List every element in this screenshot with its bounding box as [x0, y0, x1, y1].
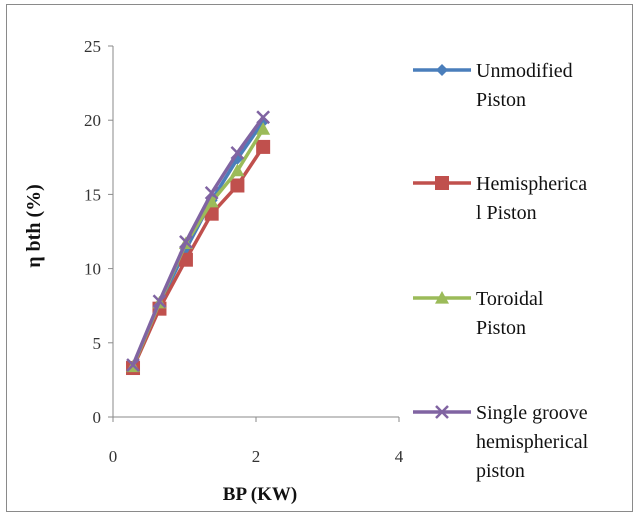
data-point [126, 358, 140, 372]
x-tick-label: 4 [395, 447, 404, 466]
x-tick-label: 0 [109, 447, 118, 466]
chart-frame [6, 4, 633, 512]
data-point [256, 110, 271, 125]
data-point [178, 252, 193, 267]
y-tick-label: 20 [84, 111, 101, 130]
legend-item: Hemisphericа l Piston [413, 173, 587, 224]
x-tick-label: 2 [252, 447, 261, 466]
legend-label: Hemisphericа [476, 173, 587, 195]
plot-area: 0 5 10 15 20 25 0 2 4 [84, 37, 404, 466]
x-axis-label: BP (KW) [223, 484, 297, 505]
legend-swatch-marker [435, 291, 449, 304]
legend-label: l Piston [476, 202, 537, 224]
legend-label: hemispherical [476, 431, 589, 453]
legend-label: Unmodified [476, 60, 573, 82]
data-point [230, 145, 245, 160]
y-tick-label: 10 [84, 260, 101, 279]
series-3 [126, 122, 271, 373]
legend-label: Piston [476, 317, 526, 339]
y-tick-label: 0 [93, 408, 102, 427]
legend-label: piston [476, 460, 525, 482]
y-tick-label: 5 [93, 334, 102, 353]
data-point [256, 122, 271, 135]
series-layer [126, 110, 271, 376]
data-point [179, 235, 193, 249]
series-4 [126, 110, 271, 372]
data-point [152, 294, 167, 309]
y-tick-label: 25 [84, 37, 101, 56]
series-line [131, 128, 265, 368]
data-point [204, 186, 219, 200]
y-ticks: 0 5 10 15 20 25 [84, 37, 113, 427]
legend-label: Single groove [476, 402, 588, 424]
legend-label: Toroidal [476, 288, 544, 310]
legend-item: Toroidal Piston [413, 288, 544, 339]
y-axis-label: η bth (%) [23, 184, 45, 268]
data-point [230, 178, 245, 193]
legend-item: Single groove hemispherical piston [413, 402, 589, 482]
legend-swatch-marker [435, 176, 449, 190]
legend-swatch-marker [436, 64, 448, 76]
y-tick-label: 15 [84, 185, 101, 204]
x-ticks: 0 2 4 [109, 417, 404, 466]
data-point [256, 139, 271, 154]
legend-swatch-marker [435, 405, 449, 419]
series-2 [126, 139, 271, 376]
data-point [204, 194, 219, 208]
legend-label: Piston [476, 89, 526, 111]
legend: Unmodified Piston Hemisphericа l Piston Toro… [413, 60, 589, 482]
legend-item: Unmodified Piston [413, 60, 573, 111]
data-point [230, 163, 245, 177]
